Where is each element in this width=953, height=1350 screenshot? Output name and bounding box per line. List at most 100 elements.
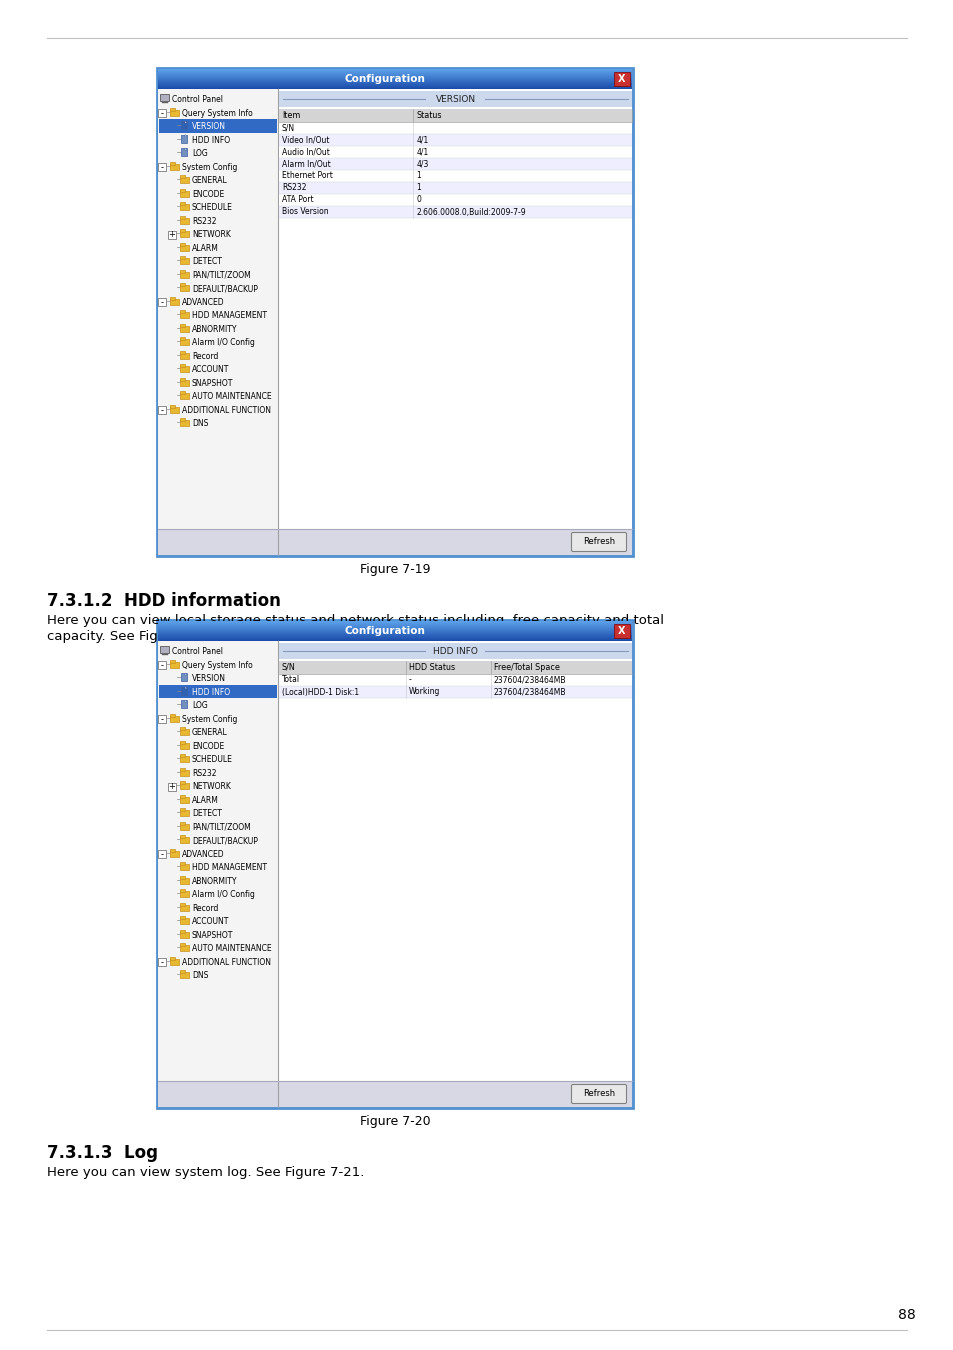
Bar xyxy=(159,119,276,132)
Bar xyxy=(180,729,189,734)
Bar xyxy=(158,634,631,636)
FancyBboxPatch shape xyxy=(571,1084,626,1103)
Text: 4/3: 4/3 xyxy=(416,159,428,169)
Bar xyxy=(170,662,179,667)
Bar xyxy=(180,782,185,784)
Bar xyxy=(157,68,633,556)
Bar xyxy=(158,1081,631,1107)
Bar xyxy=(277,89,631,555)
Text: ADVANCED: ADVANCED xyxy=(182,849,224,859)
Bar xyxy=(168,783,175,791)
Bar xyxy=(277,641,631,1107)
Text: -: - xyxy=(160,298,163,306)
Bar xyxy=(180,352,189,359)
Bar xyxy=(158,82,631,84)
Text: 237604/238464MB: 237604/238464MB xyxy=(494,675,566,684)
Bar xyxy=(180,971,185,973)
Bar xyxy=(278,686,631,698)
Text: HDD MANAGEMENT: HDD MANAGEMENT xyxy=(192,312,267,320)
Bar xyxy=(158,73,631,74)
Text: LOG: LOG xyxy=(192,150,208,158)
Bar xyxy=(158,81,631,82)
Bar xyxy=(158,85,631,86)
Bar xyxy=(180,190,189,197)
Text: AUTO MAINTENANCE: AUTO MAINTENANCE xyxy=(192,393,272,401)
Bar xyxy=(158,80,631,81)
Bar xyxy=(158,109,166,117)
Text: 4/1: 4/1 xyxy=(416,147,428,157)
Text: HDD MANAGEMENT: HDD MANAGEMENT xyxy=(192,863,267,872)
Bar xyxy=(158,625,631,626)
Bar xyxy=(158,406,166,414)
Bar xyxy=(158,89,277,555)
Text: PAN/TILT/ZOOM: PAN/TILT/ZOOM xyxy=(192,822,251,832)
Polygon shape xyxy=(185,674,187,675)
Text: RS232: RS232 xyxy=(192,768,216,778)
Text: Record: Record xyxy=(192,903,218,913)
Bar xyxy=(158,88,631,89)
Bar xyxy=(278,643,631,659)
Bar xyxy=(158,77,631,78)
Text: ALARM: ALARM xyxy=(192,244,218,252)
Text: Here you can view local storage status and network status including, free capaci: Here you can view local storage status a… xyxy=(47,614,663,626)
Bar xyxy=(614,72,629,86)
Text: HDD Status: HDD Status xyxy=(409,663,455,672)
Text: SCHEDULE: SCHEDULE xyxy=(192,755,233,764)
Bar xyxy=(158,74,631,76)
Bar xyxy=(158,626,631,629)
Bar xyxy=(170,849,174,852)
Bar xyxy=(180,420,189,427)
Bar xyxy=(180,836,185,838)
Bar xyxy=(180,890,185,892)
Bar xyxy=(158,632,631,633)
Bar xyxy=(180,243,185,246)
Polygon shape xyxy=(185,122,187,123)
Bar xyxy=(158,82,631,85)
Bar xyxy=(278,170,631,182)
Text: -: - xyxy=(160,406,163,414)
Bar xyxy=(158,628,631,629)
Text: VERSION: VERSION xyxy=(192,674,226,683)
Bar xyxy=(181,135,187,143)
Text: ADDITIONAL FUNCTION: ADDITIONAL FUNCTION xyxy=(182,957,271,967)
Bar xyxy=(180,176,185,178)
Bar xyxy=(170,163,179,170)
Text: RS232: RS232 xyxy=(192,217,216,225)
Polygon shape xyxy=(185,148,187,150)
Text: -: - xyxy=(409,675,412,684)
Bar xyxy=(180,809,185,811)
Bar xyxy=(180,285,189,292)
Text: Total: Total xyxy=(282,675,300,684)
Text: Bios Version: Bios Version xyxy=(282,208,328,216)
Text: Figure 7-20: Figure 7-20 xyxy=(359,1115,430,1129)
Bar xyxy=(180,379,189,386)
Text: VERSION: VERSION xyxy=(435,95,475,104)
Bar xyxy=(278,90,631,107)
Bar xyxy=(180,728,185,730)
Bar xyxy=(180,768,185,771)
Text: DNS: DNS xyxy=(192,971,208,980)
Bar xyxy=(170,162,174,165)
Bar xyxy=(278,182,631,194)
Text: Configuration: Configuration xyxy=(344,74,425,84)
Bar xyxy=(158,80,631,81)
Bar xyxy=(278,122,631,134)
Bar xyxy=(158,86,631,88)
Bar xyxy=(180,338,185,340)
Bar xyxy=(158,716,166,724)
Bar xyxy=(160,647,169,653)
Bar xyxy=(158,630,631,633)
Bar xyxy=(159,684,276,698)
Bar xyxy=(170,716,179,721)
Text: -: - xyxy=(160,714,163,724)
Polygon shape xyxy=(185,687,187,688)
Text: HDD INFO: HDD INFO xyxy=(192,687,230,697)
Text: 1: 1 xyxy=(416,184,420,193)
Bar xyxy=(180,270,185,273)
Text: System Config: System Config xyxy=(182,714,237,724)
Bar xyxy=(170,957,174,960)
Bar xyxy=(158,76,631,77)
Text: S/N: S/N xyxy=(282,123,294,132)
Bar xyxy=(180,878,189,883)
Bar xyxy=(170,714,174,717)
